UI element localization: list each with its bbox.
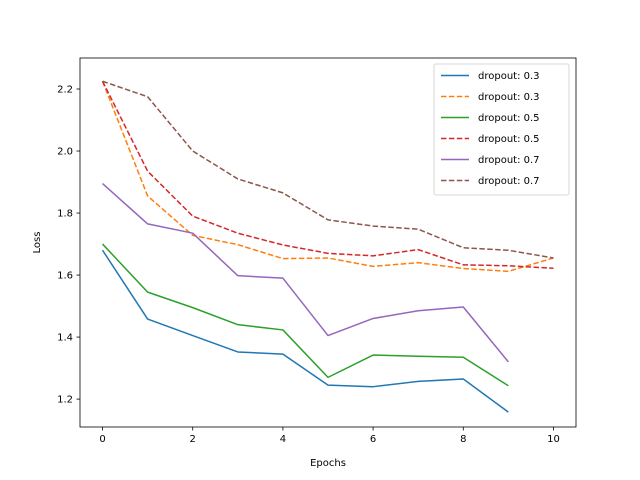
x-tick-label: 4 xyxy=(280,434,286,445)
series-line-0 xyxy=(101,249,509,413)
x-tick-label: 0 xyxy=(99,434,105,445)
legend-entry: dropout: 0.3 xyxy=(478,92,540,103)
legend-entry: dropout: 0.7 xyxy=(478,176,540,187)
y-axis: 1.2 1.4 1.6 1.8 2.0 2.2 xyxy=(57,85,80,406)
x-tick-label: 2 xyxy=(190,434,196,445)
y-tick-label: 1.4 xyxy=(57,333,73,344)
y-axis-label: Loss xyxy=(32,232,43,254)
legend-entry: dropout: 0.5 xyxy=(478,134,540,145)
x-axis-label: Epochs xyxy=(310,458,346,469)
x-tick-label: 10 xyxy=(547,434,560,445)
x-tick-label: 8 xyxy=(460,434,466,445)
y-tick-label: 1.6 xyxy=(57,271,73,282)
legend: dropout: 0.3 dropout: 0.3 dropout: 0.5 drop… xyxy=(433,63,570,196)
x-axis: 0 2 4 6 8 10 xyxy=(99,427,560,445)
series-line-1 xyxy=(101,80,554,273)
y-tick-label: 2.2 xyxy=(57,85,73,96)
series-line-2 xyxy=(102,243,509,387)
series-line-3 xyxy=(101,80,554,269)
y-tick-label: 2.0 xyxy=(57,147,73,158)
series-line-5 xyxy=(102,80,554,259)
series-line-4 xyxy=(102,183,509,363)
y-tick-label: 1.8 xyxy=(57,209,73,220)
plot-lines xyxy=(101,80,554,413)
legend-entry: dropout: 0.3 xyxy=(478,71,540,82)
x-tick-label: 6 xyxy=(370,434,376,445)
plot-frame xyxy=(79,57,577,428)
legend-entry: dropout: 0.5 xyxy=(478,113,540,124)
legend-entry: dropout: 0.7 xyxy=(478,155,540,166)
y-tick-label: 1.2 xyxy=(57,395,73,406)
